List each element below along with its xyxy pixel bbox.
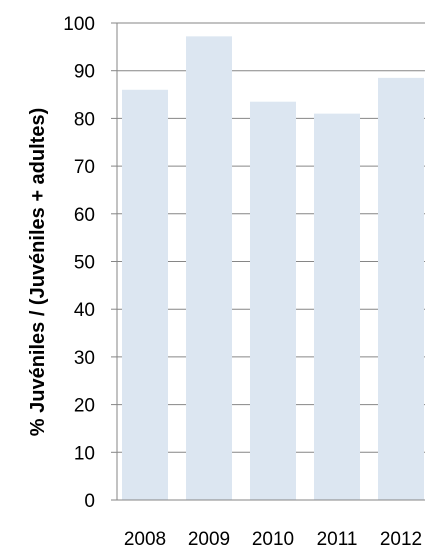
- x-tick-label: 2011: [317, 529, 358, 548]
- y-tick-label: 90: [74, 62, 95, 83]
- bar-2008: [122, 89, 168, 500]
- x-tick-label: 2009: [188, 529, 230, 548]
- y-axis-title: % Juvéniles / (Juvéniles + adultes): [27, 108, 49, 436]
- x-tick-label: 2010: [252, 529, 294, 548]
- x-tick-labels: 2008 2009 2010 2011 2012: [124, 529, 422, 550]
- y-tick-label: 100: [63, 14, 95, 35]
- y-tick-label: 50: [74, 253, 95, 274]
- bar-2009: [186, 36, 232, 501]
- y-tick-label: 70: [74, 157, 95, 178]
- y-tick-label: 10: [74, 443, 95, 464]
- y-tick-label: 60: [74, 205, 95, 226]
- y-tick-label: 80: [74, 109, 95, 130]
- bar-2012: [378, 77, 424, 500]
- bars: [122, 36, 424, 501]
- y-tick-label: 20: [74, 396, 95, 417]
- x-tick-label: 2008: [124, 529, 166, 548]
- y-tick-label: 40: [74, 300, 95, 321]
- y-tick-label: 0: [84, 491, 95, 512]
- bar-2011: [314, 113, 360, 500]
- y-tick-label: 30: [74, 348, 95, 369]
- bar-2010: [250, 101, 296, 500]
- y-tick-labels: 0 10 20 30 40 50 60 70 80 90 100: [63, 14, 95, 512]
- x-tick-label: 2012: [380, 529, 422, 548]
- axes: [111, 22, 425, 501]
